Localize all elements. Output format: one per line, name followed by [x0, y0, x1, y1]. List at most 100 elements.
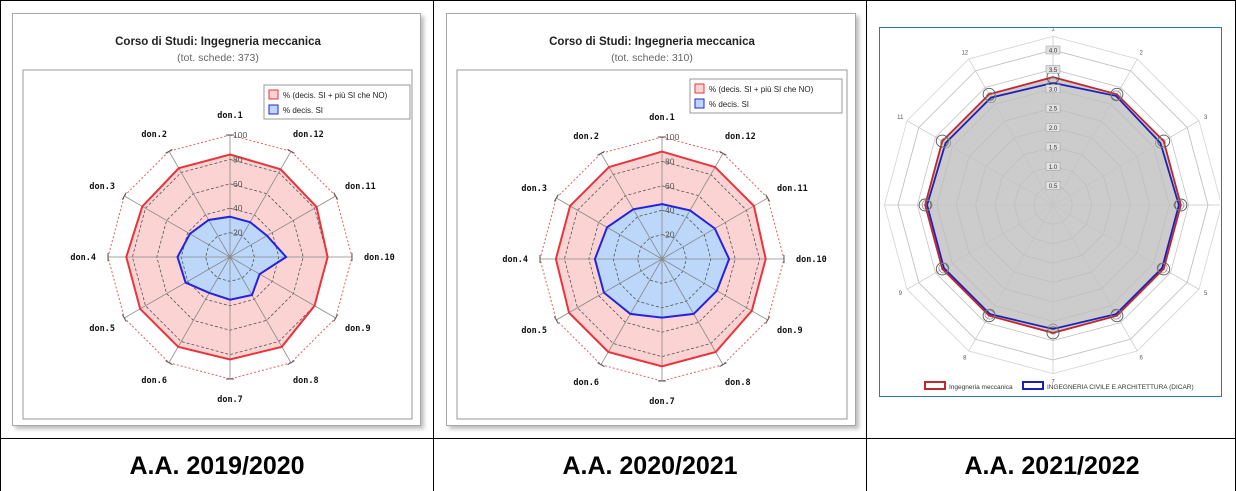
category-label: don.9 — [777, 326, 803, 336]
caption-2020-2021: A.A. 2020/2021 — [562, 452, 738, 480]
legend-label-inner: % decis. SI — [709, 100, 749, 109]
legend-swatch-outer — [268, 89, 279, 100]
spoke — [661, 258, 768, 321]
radar-plot: 20 40 60 80 100 don.1 don.12 don.11 don.10 don.9 d… — [70, 111, 394, 405]
category-label: 1 — [1051, 28, 1055, 33]
spoke-tick — [287, 360, 295, 366]
category-label: don.2 — [141, 130, 167, 140]
legend-label-s1: Ingegneria meccanica — [949, 384, 1013, 391]
spoke-tick — [333, 192, 339, 200]
radar-plot: 20 40 60 80 100 don.1 don.12 don.11 don.10 don.9 d… — [502, 113, 826, 407]
series-2-point — [1156, 262, 1168, 274]
spoke-tick — [765, 194, 771, 202]
series-1-point — [918, 198, 932, 212]
series-1-point — [1046, 326, 1060, 340]
category-label: 6 — [1140, 356, 1144, 362]
chart-subtitle: (tot. schede: 373) — [177, 52, 259, 64]
tick-label: 40 — [233, 203, 243, 213]
spoke-tick — [121, 314, 127, 322]
spoke-tick — [165, 148, 173, 154]
series-2-point — [1155, 137, 1166, 149]
spoke — [661, 153, 724, 260]
spoke-tick — [597, 150, 605, 156]
tick-label: 0.5 — [1049, 184, 1058, 190]
spoke — [229, 256, 336, 319]
category-label: don.7 — [649, 397, 675, 407]
chart-panel-2019: Corso di Studi: Ingegneria meccanica (to… — [12, 13, 421, 426]
tick-label-box — [1045, 162, 1061, 171]
legend-label-inner: % decis. SI — [283, 106, 323, 115]
category-label: 12 — [961, 50, 968, 56]
series-outer-line — [554, 150, 767, 368]
tick-label-box — [1045, 123, 1061, 132]
tick-label: 20 — [665, 230, 675, 240]
legend-swatch-inner — [694, 98, 705, 109]
tick-label: 100 — [233, 130, 247, 140]
category-label: don.1 — [649, 113, 675, 123]
spoke-tick — [553, 316, 559, 324]
tick-label: 80 — [665, 156, 675, 166]
category-label: don.10 — [364, 253, 395, 263]
category-label: don.8 — [725, 378, 751, 388]
legend: % (decis. SI + più SI che NO) % decis. S… — [263, 84, 411, 120]
category-label: don.3 — [521, 184, 547, 194]
category-label: don.2 — [573, 132, 599, 142]
category-label: don.6 — [141, 376, 167, 386]
chart-title: Corso di Studi: Ingegneria meccanica — [549, 36, 755, 48]
category-label: don.9 — [345, 324, 371, 334]
spoke-tick — [719, 150, 727, 156]
spoke-tick — [333, 314, 339, 322]
category-label: don.5 — [89, 324, 115, 334]
legend: % (decis. SI + più SI che NO) % decis. S… — [689, 78, 843, 114]
category-label: don.4 — [502, 255, 528, 265]
spoke — [906, 120, 1054, 206]
series-2-point — [921, 199, 933, 211]
tick-label-box — [1045, 84, 1061, 94]
spoke — [1052, 204, 1138, 352]
legend: Ingegneria meccanica INGEGNERIA CIVILE E… — [924, 381, 1194, 391]
category-label: 3 — [1204, 115, 1208, 121]
spoke — [661, 258, 724, 365]
category-label: don.12 — [293, 130, 324, 140]
spoke — [556, 197, 663, 260]
legend-swatch-outer — [694, 83, 705, 94]
category-label: don.7 — [217, 395, 243, 405]
category-label: don.11 — [777, 184, 808, 194]
category-label: don.3 — [89, 182, 115, 192]
caption-2021-2022: A.A. 2021/2022 — [964, 452, 1140, 480]
tick-label: 60 — [665, 181, 675, 191]
spoke — [168, 256, 231, 363]
tick-label: 2.0 — [1049, 126, 1058, 132]
category-label: don.8 — [293, 376, 319, 386]
category-label: don.4 — [70, 253, 96, 263]
spoke-tick — [765, 316, 771, 324]
category-label: 7 — [1051, 379, 1055, 385]
category-label: 8 — [963, 356, 967, 362]
tick-label-box — [1045, 103, 1061, 113]
category-label: don.1 — [217, 111, 243, 121]
chart-panel-2020: Corso di Studi: Ingegneria meccanica (to… — [446, 13, 856, 426]
series-1-line — [924, 76, 1182, 334]
category-label: 9 — [899, 291, 903, 297]
tick-label: 100 — [665, 132, 679, 142]
series-2-point — [940, 137, 951, 149]
legend-swatch-inner — [268, 104, 279, 115]
tick-label: 40 — [665, 205, 675, 215]
tick-label-box — [1045, 181, 1061, 190]
series-1-point — [1174, 198, 1188, 212]
legend-swatch-s1 — [924, 381, 946, 390]
tick-label: 80 — [233, 154, 243, 164]
category-label: don.10 — [796, 255, 827, 265]
radar-chart-2021: 0.51.01.52.02.53.03.54.0123456789101112 … — [873, 27, 1231, 391]
legend-label-outer: % (decis. SI + più SI che NO) — [283, 91, 388, 100]
category-label: 11 — [897, 115, 904, 121]
series-2-point — [1110, 90, 1122, 102]
chart-panel-2021: 0.51.01.52.02.53.03.54.0123456789101112 … — [873, 27, 1232, 397]
spoke — [124, 256, 231, 319]
series-2-point — [1110, 308, 1122, 320]
tick-label: 1.5 — [1049, 145, 1058, 151]
series-2-point — [1047, 323, 1059, 335]
spoke-tick — [121, 192, 127, 200]
category-label: don.6 — [573, 378, 599, 388]
